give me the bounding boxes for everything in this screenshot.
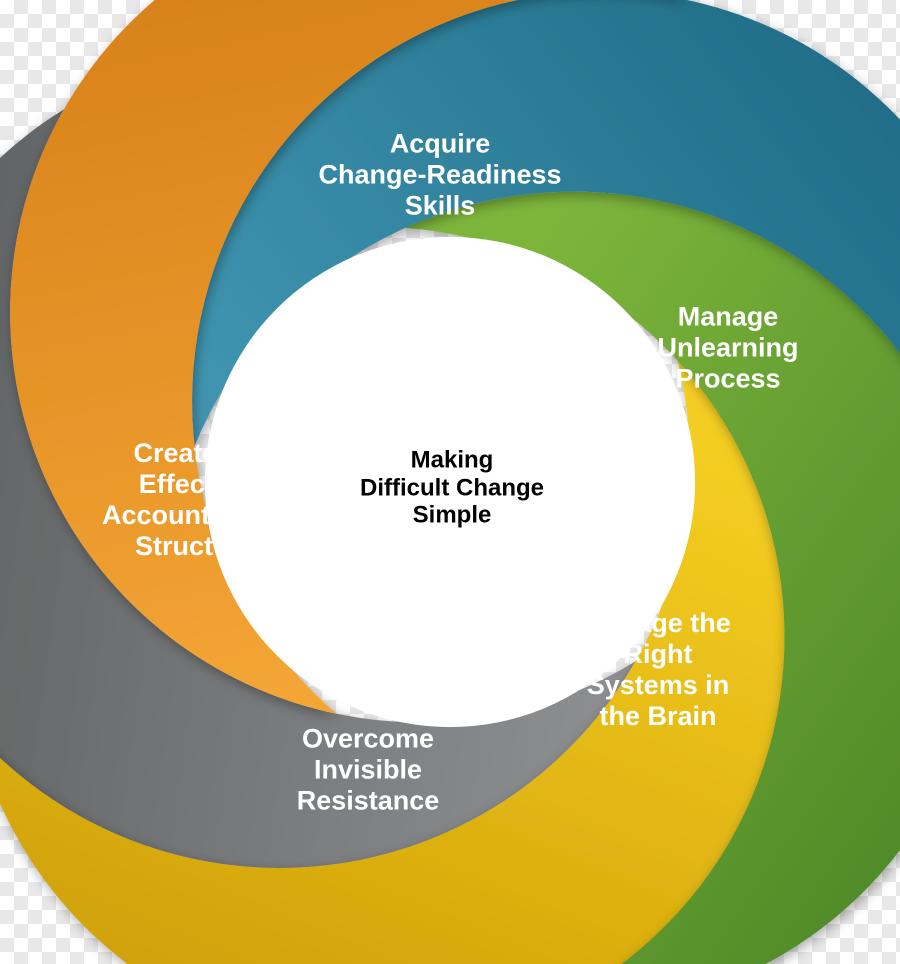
label-create: Create an Effective Accountability Struc… (70, 438, 320, 562)
label-acquire: Acquire Change-Readiness Skills (290, 128, 590, 221)
label-engage: Engage the Right Systems in the Brain (548, 608, 768, 732)
label-overcome: Overcome Invisible Resistance (258, 723, 478, 816)
center-label: Making Difficult Change Simple (342, 447, 562, 530)
label-manage: Manage Unlearning Process (618, 301, 838, 394)
